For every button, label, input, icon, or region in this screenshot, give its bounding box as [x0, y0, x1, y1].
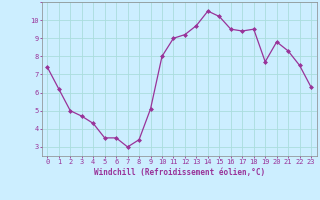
X-axis label: Windchill (Refroidissement éolien,°C): Windchill (Refroidissement éolien,°C): [94, 168, 265, 177]
